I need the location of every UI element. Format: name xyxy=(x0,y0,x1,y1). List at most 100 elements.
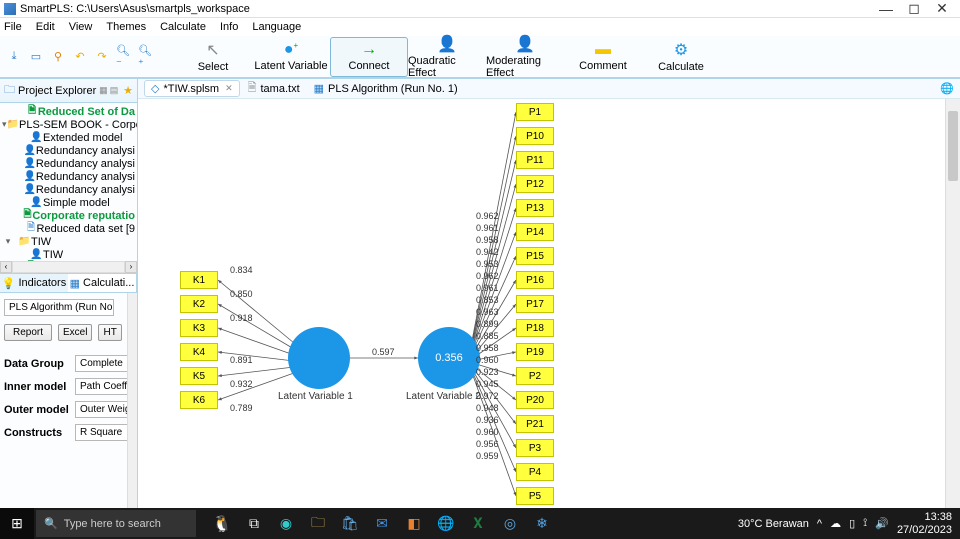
indicator-P21[interactable]: P21 xyxy=(516,415,554,433)
battery-icon[interactable]: ▯ xyxy=(849,517,855,530)
setting-value[interactable]: Path Coeff xyxy=(75,378,133,395)
pe-btn1[interactable]: ▦ xyxy=(99,85,108,96)
loading-p13[interactable]: 0.923 xyxy=(476,367,499,377)
globe-icon[interactable]: 🌐 xyxy=(940,82,954,95)
loading-p17[interactable]: 0.936 xyxy=(476,415,499,425)
zoom-in-icon[interactable]: 🔍︎⁺ xyxy=(138,49,154,65)
loading-p10[interactable]: 0.885 xyxy=(476,331,499,341)
edge-icon[interactable]: ◉ xyxy=(272,510,300,537)
menu-themes[interactable]: Themes xyxy=(106,21,146,33)
indicator-P13[interactable]: P13 xyxy=(516,199,554,217)
indicator-P4[interactable]: P4 xyxy=(516,463,554,481)
tree-hscroll[interactable]: ‹› xyxy=(0,261,137,273)
menu-language[interactable]: Language xyxy=(252,21,301,33)
latent-variable-2[interactable]: 0.356 xyxy=(418,327,480,389)
taskview-icon[interactable]: ⧉ xyxy=(240,510,268,537)
connect-tool[interactable]: → Connect xyxy=(330,37,408,77)
indicator-P12[interactable]: P12 xyxy=(516,175,554,193)
clock[interactable]: 13:38 27/02/2023 xyxy=(897,511,952,535)
menu-view[interactable]: View xyxy=(69,21,93,33)
tree-item[interactable]: 👤Redundancy analysi xyxy=(0,157,137,170)
excel-button[interactable]: Excel xyxy=(58,324,92,341)
minimize-button[interactable]: — xyxy=(872,1,900,17)
report-button[interactable]: Report xyxy=(4,324,52,341)
indicator-P14[interactable]: P14 xyxy=(516,223,554,241)
project-tree[interactable]: 🗎Reduced Set of Da▾📁PLS-SEM BOOK - Corpo… xyxy=(0,103,137,273)
chrome-icon[interactable]: 🌐 xyxy=(432,510,460,537)
tree-item[interactable]: ▾📁PLS-SEM BOOK - Corpo xyxy=(0,118,137,131)
algorithm-field[interactable]: PLS Algorithm (Run No. 1) xyxy=(4,299,114,316)
app-icon-1[interactable]: ◧ xyxy=(400,510,428,537)
loading-K1[interactable]: 0.834 xyxy=(230,265,253,275)
taskbar-search[interactable]: 🔍 Type here to search xyxy=(36,510,196,537)
tree-item[interactable]: 🗎Reduced data set [9 xyxy=(0,222,137,235)
moderating-effect-tool[interactable]: 👤 Moderating Effect xyxy=(486,37,564,77)
latent-variable-1[interactable] xyxy=(288,327,350,389)
calc-vscroll[interactable] xyxy=(127,293,137,520)
maximize-button[interactable]: ◻ xyxy=(900,1,928,17)
redo-icon[interactable]: ↷ xyxy=(94,49,110,65)
tree-item[interactable]: 👤TIW xyxy=(0,248,137,261)
indicators-tab[interactable]: 💡 Indicators xyxy=(0,274,68,292)
calculate-tool[interactable]: ⚙ Calculate xyxy=(642,37,720,77)
loading-K5[interactable]: 0.932 xyxy=(230,379,253,389)
loading-p3[interactable]: 0.942 xyxy=(476,247,499,257)
loading-p6[interactable]: 0.961 xyxy=(476,283,499,293)
lv1-label[interactable]: Latent Variable 1 xyxy=(278,391,353,402)
star-icon[interactable]: ★ xyxy=(123,84,133,97)
loading-K4[interactable]: 0.891 xyxy=(230,355,253,365)
indicator-P18[interactable]: P18 xyxy=(516,319,554,337)
loading-K6[interactable]: 0.789 xyxy=(230,403,253,413)
tab-model[interactable]: ◇ *TIW.splsm ✕ xyxy=(144,80,240,97)
app-icon-2[interactable]: ◎ xyxy=(496,510,524,537)
undo-icon[interactable]: ↶ xyxy=(72,49,88,65)
calculation-tab[interactable]: ▦ Calculati... xyxy=(68,274,137,292)
indicator-K1[interactable]: K1 xyxy=(180,271,218,289)
tab-data[interactable]: 🗎 tama.txt xyxy=(242,79,306,99)
loading-p12[interactable]: 0.960 xyxy=(476,355,499,365)
tree-item[interactable]: 👤Extended model xyxy=(0,131,137,144)
loading-p8[interactable]: 0.963 xyxy=(476,307,499,317)
tree-item[interactable]: 👤Redundancy analysi xyxy=(0,170,137,183)
indicator-P2[interactable]: P2 xyxy=(516,367,554,385)
latent-variable-tool[interactable]: ●+ Latent Variable xyxy=(252,37,330,77)
cortana-icon[interactable]: 🐧 xyxy=(208,510,236,537)
indicator-P15[interactable]: P15 xyxy=(516,247,554,265)
tab1-close[interactable]: ✕ xyxy=(225,83,233,94)
excel-icon[interactable]: 𝐗 xyxy=(464,510,492,537)
loading-p1[interactable]: 0.961 xyxy=(476,223,499,233)
indicator-P3[interactable]: P3 xyxy=(516,439,554,457)
canvas-vscroll[interactable] xyxy=(945,99,960,508)
menu-info[interactable]: Info xyxy=(220,21,238,33)
setting-value[interactable]: R Square xyxy=(75,424,133,441)
indicator-K6[interactable]: K6 xyxy=(180,391,218,409)
loading-p19[interactable]: 0.956 xyxy=(476,439,499,449)
store-icon[interactable]: 🛍 xyxy=(336,510,364,537)
mail-icon[interactable]: ✉ xyxy=(368,510,396,537)
smartpls-icon[interactable]: ❄ xyxy=(528,510,556,537)
weather-widget[interactable]: 30°C Berawan xyxy=(738,518,809,530)
loading-p15[interactable]: 0.972 xyxy=(476,391,499,401)
tree-item[interactable]: 🗎Corporate reputatio xyxy=(0,209,137,222)
volume-icon[interactable]: 🔊 xyxy=(875,517,889,530)
model-diagram[interactable]: K1K2K3K4K5K6Latent Variable 10.356Latent… xyxy=(138,99,960,520)
indicator-P5[interactable]: P5 xyxy=(516,487,554,505)
loading-p4[interactable]: 0.953 xyxy=(476,259,499,269)
pe-btn2[interactable]: ▤ xyxy=(110,85,119,96)
tray-chevron[interactable]: ^ xyxy=(817,518,822,530)
start-button[interactable]: ⊞ xyxy=(0,508,34,539)
setting-value[interactable]: Outer Weig xyxy=(75,401,133,418)
indicator-K4[interactable]: K4 xyxy=(180,343,218,361)
tree-item[interactable]: 🗎Reduced Set of Da xyxy=(0,105,137,118)
indicator-P17[interactable]: P17 xyxy=(516,295,554,313)
ht-button[interactable]: HT xyxy=(98,324,121,341)
loading-K3[interactable]: 0.918 xyxy=(230,313,253,323)
wifi-icon[interactable]: ⟟ xyxy=(863,517,867,530)
tab-results[interactable]: ▦ PLS Algorithm (Run No. 1) xyxy=(308,81,464,96)
path-coef[interactable]: 0.597 xyxy=(372,347,395,357)
loading-p5[interactable]: 0.962 xyxy=(476,271,499,281)
indicator-P11[interactable]: P11 xyxy=(516,151,554,169)
new-project-icon[interactable]: ▭ xyxy=(28,49,44,65)
setting-value[interactable]: Complete xyxy=(75,355,133,372)
menu-edit[interactable]: Edit xyxy=(36,21,55,33)
